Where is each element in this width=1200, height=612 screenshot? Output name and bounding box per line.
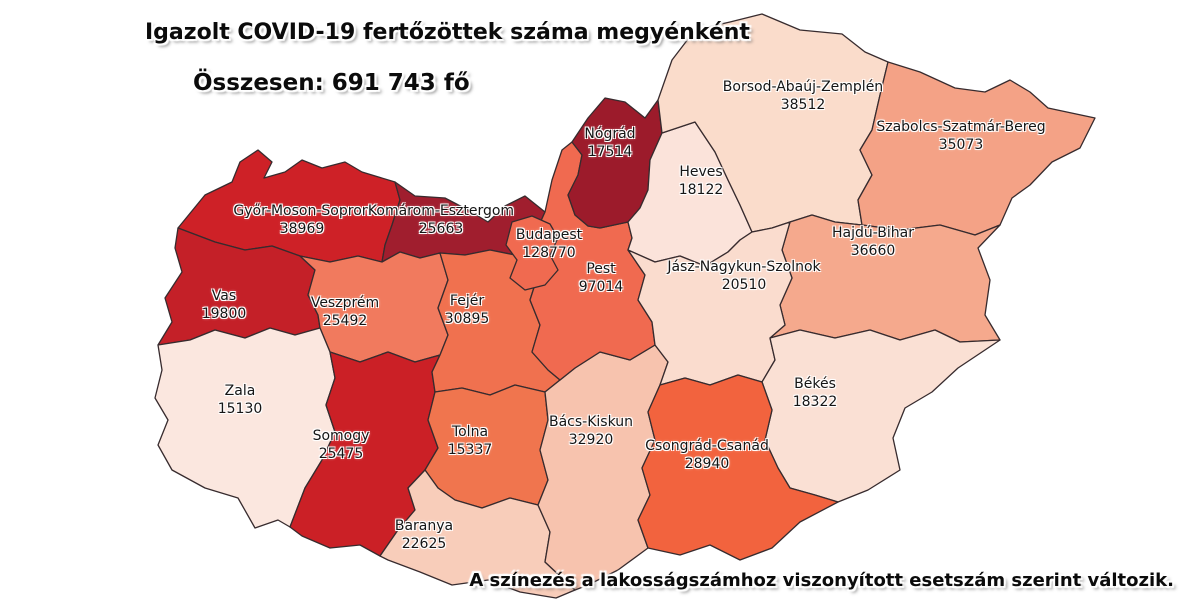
county-shape-szabolcs-szatmar-bereg bbox=[857, 61, 1096, 236]
county-shape-jasz-nagykun-szolnok bbox=[627, 221, 793, 386]
county-shape-budapest bbox=[505, 215, 559, 291]
total-count: Összesen: 691 743 fő bbox=[193, 70, 470, 96]
county-shape-bekes bbox=[761, 329, 1001, 503]
county-shape-baranya bbox=[379, 469, 576, 599]
county-shape-hajdu-bihar bbox=[769, 214, 1001, 343]
page-title: Igazolt COVID-19 fertőzöttek száma megyé… bbox=[145, 20, 750, 45]
county-shape-tolna bbox=[424, 384, 549, 509]
color-scale-note: A színezés a lakosságszámhoz viszonyítot… bbox=[469, 570, 1174, 591]
county-shape-csongrad-csanad bbox=[637, 374, 839, 561]
